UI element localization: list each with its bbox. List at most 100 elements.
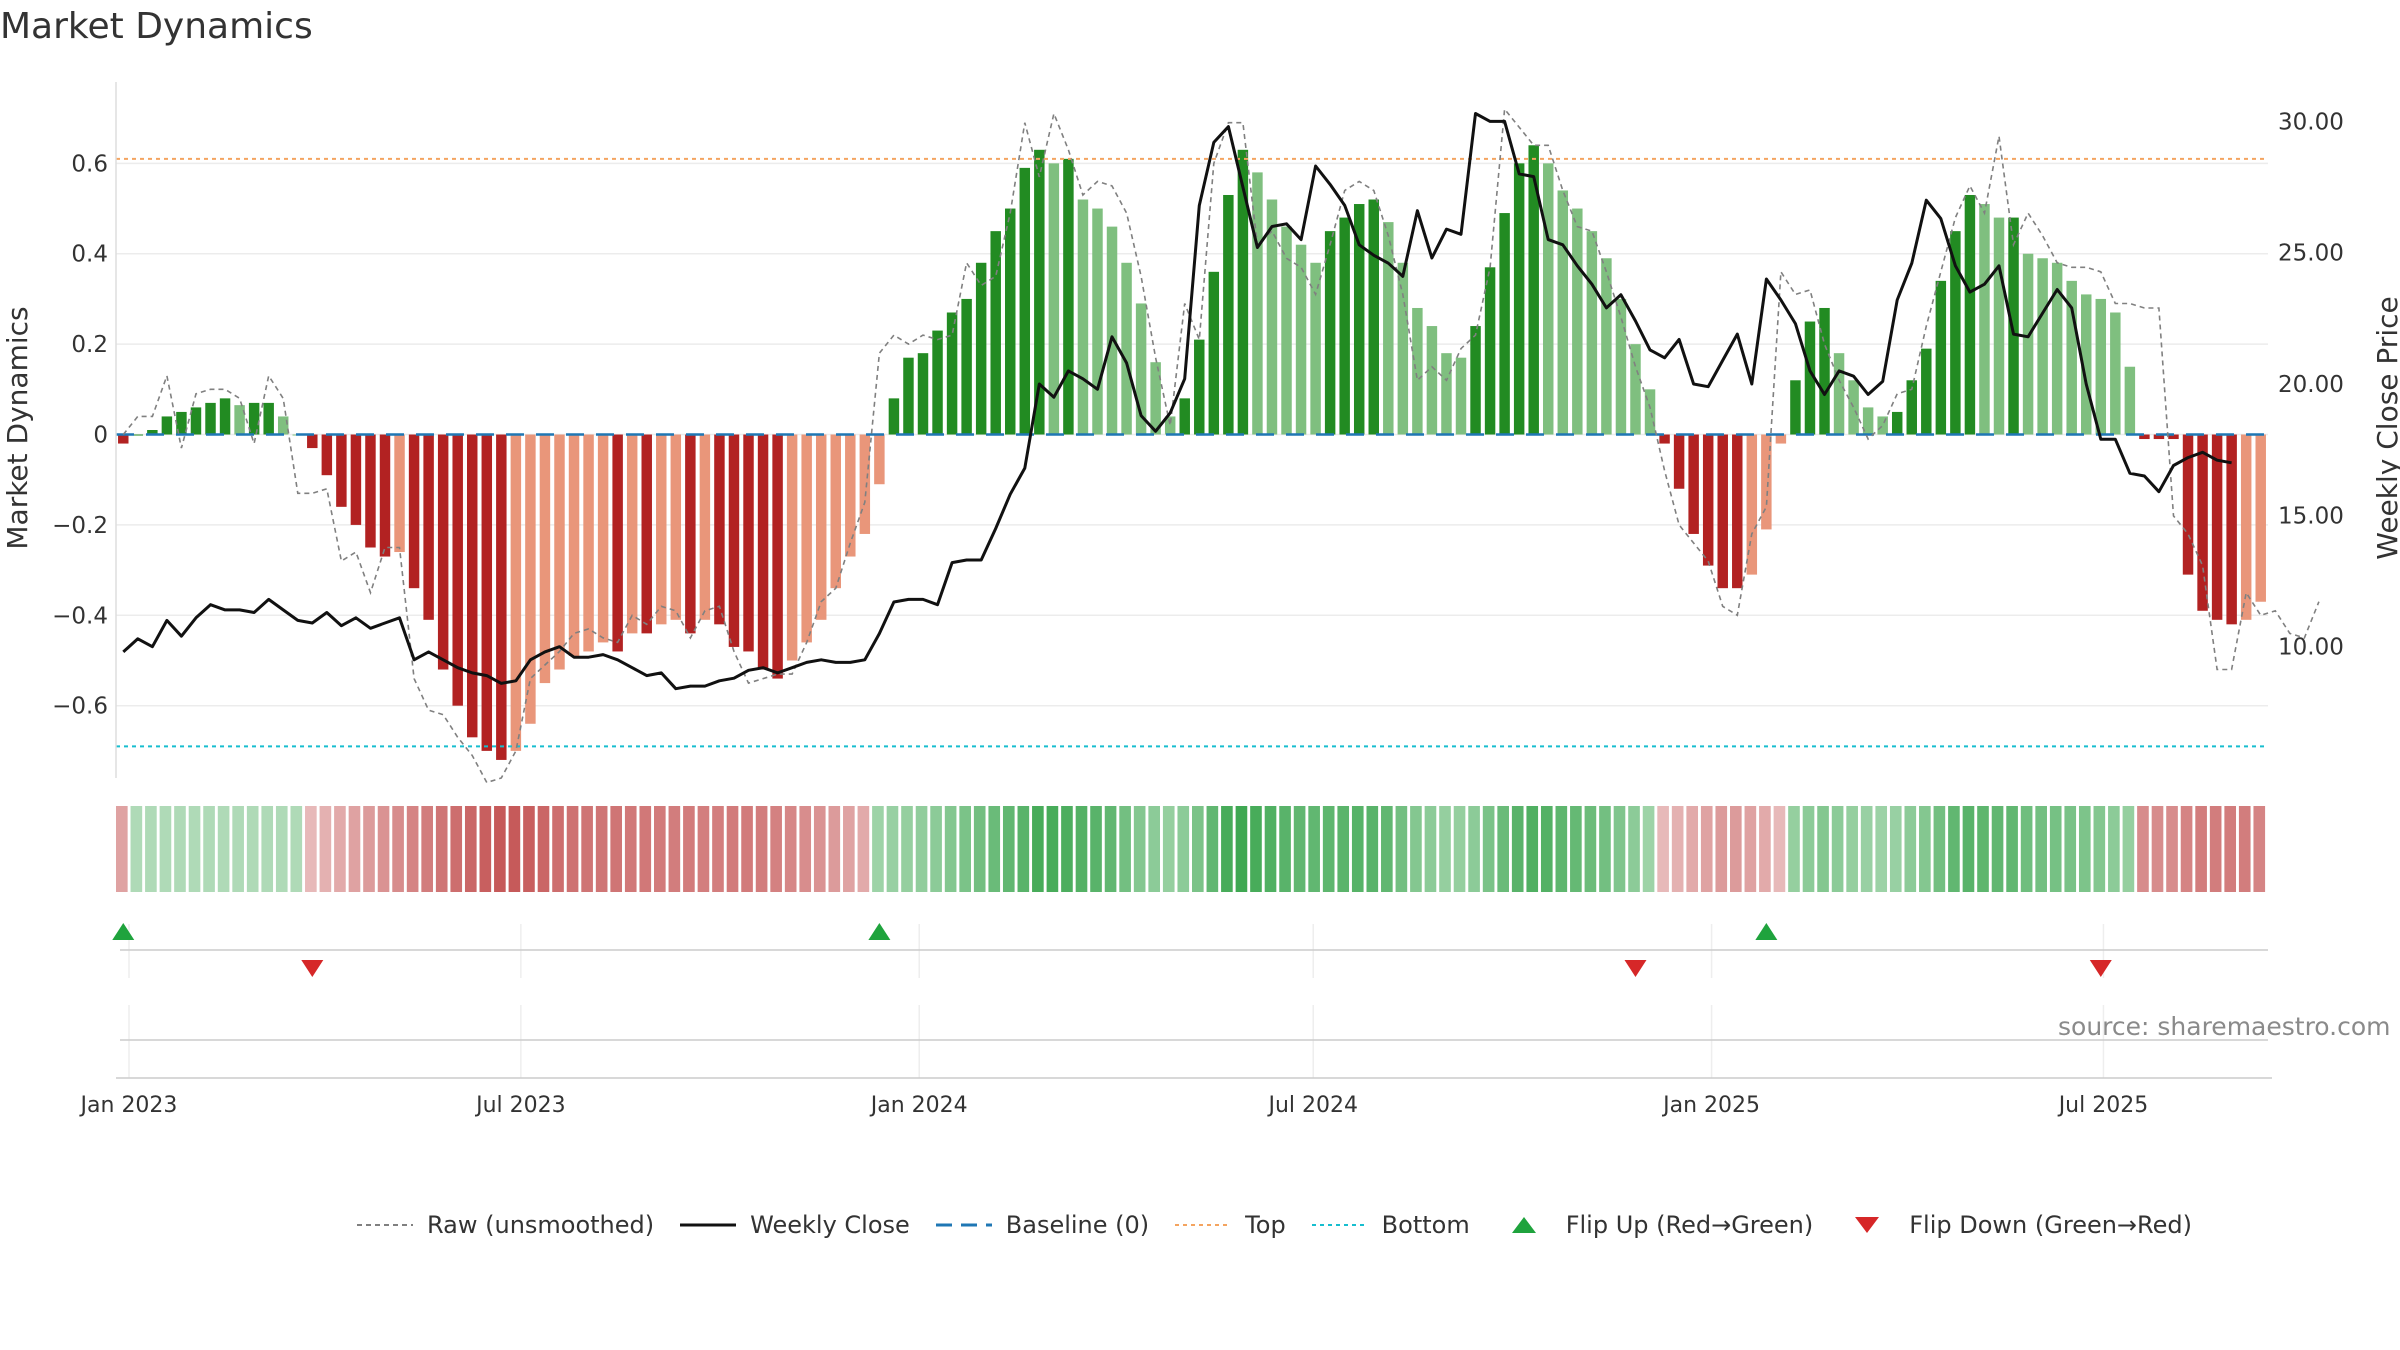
legend-item: Raw (unsmoothed) (355, 1211, 654, 1239)
bar (248, 402, 260, 435)
y-tick-label: 0.4 (71, 242, 108, 268)
bar (1252, 172, 1263, 435)
y-tick-label: 0 (93, 423, 108, 449)
heat-cell (1351, 806, 1364, 892)
bar (205, 402, 216, 435)
reference-lines (116, 157, 2268, 748)
heat-cell (246, 806, 259, 892)
heat-cell (1308, 806, 1320, 892)
bar (1048, 163, 1060, 435)
heat-cell (1453, 806, 1466, 892)
heat-cell (1337, 806, 1350, 892)
bar (1237, 149, 1249, 435)
bar (859, 434, 871, 534)
bar (365, 434, 376, 548)
bar (2051, 262, 2063, 435)
y-right-tick-label: 15.00 (2278, 503, 2344, 529)
heat-cell (813, 806, 826, 892)
bar (946, 312, 958, 435)
bar (176, 411, 187, 435)
heat-cell (2020, 806, 2033, 892)
bar (990, 231, 1001, 435)
bar (1295, 244, 1307, 435)
heat-cell (1671, 806, 1684, 892)
heat-cell (930, 806, 942, 892)
bar (1164, 416, 1176, 435)
heat-cell (2137, 806, 2149, 892)
heat-cell (275, 806, 288, 892)
red-triangle-down-icon (1855, 1217, 1880, 1233)
heat-cell (1773, 806, 1786, 892)
heat-cell (523, 806, 535, 892)
heat-cell (1540, 806, 1553, 892)
heat-cell (697, 806, 710, 892)
heat-cell (1875, 806, 1888, 892)
heat-cell (1497, 806, 1509, 892)
heat-cell (566, 806, 579, 892)
heat-cell (1889, 806, 1902, 892)
bar (874, 434, 885, 485)
bar (1383, 222, 1394, 435)
bar (903, 357, 914, 435)
bar (321, 434, 333, 476)
heat-cell (217, 806, 230, 892)
heat-cell (1104, 806, 1117, 892)
heat-cell (2108, 806, 2120, 892)
heat-cell (683, 806, 695, 892)
source-label: source: sharemaestro.com (2058, 1012, 2391, 1041)
bar (641, 434, 652, 634)
flip-down-marker (1624, 960, 1647, 977)
bar (597, 434, 609, 643)
bar (2095, 298, 2107, 435)
bar (277, 416, 289, 435)
heat-cell (770, 806, 782, 892)
bar (423, 434, 434, 620)
heat-cell (2238, 806, 2251, 892)
flip-down-marker (2089, 960, 2112, 977)
bar (1746, 434, 1758, 575)
bar (1702, 434, 1714, 566)
heat-cell (1482, 806, 1495, 892)
bar (626, 434, 638, 634)
x-tick-label: Jul 2024 (1266, 1093, 1358, 1118)
heat-cell (1279, 806, 1291, 892)
bar (161, 416, 173, 435)
x-tick-label: Jan 2023 (79, 1093, 178, 1118)
bar (1179, 398, 1190, 435)
bar (1353, 204, 1365, 435)
legend-label: Top (1245, 1211, 1286, 1239)
x-tick-label: Jul 2023 (474, 1093, 566, 1118)
heat-cell (1962, 806, 1975, 892)
bar (1644, 389, 1656, 435)
bar (670, 434, 682, 620)
heat-cell (1235, 806, 1248, 892)
legend-item: Top (1173, 1211, 1286, 1239)
heat-cell (1613, 806, 1626, 892)
dashed-blue-line-icon (935, 1223, 992, 1227)
heat-cell (1759, 806, 1771, 892)
heat-cell (1119, 806, 1131, 892)
heat-cell (159, 806, 172, 892)
heat-cell (1090, 806, 1102, 892)
heat-cell (1919, 806, 1931, 892)
flip-markers (112, 923, 2112, 977)
bar (2211, 434, 2223, 620)
legend-label: Bottom (1381, 1211, 1470, 1239)
heat-cell (2224, 806, 2237, 892)
bar (1106, 226, 1118, 435)
flip-panel (120, 924, 2268, 978)
y-tick-label: −0.4 (52, 603, 108, 629)
y-tick-label: −0.6 (52, 694, 108, 720)
bar (699, 434, 711, 620)
bar (2226, 434, 2237, 625)
heat-cell (2209, 806, 2222, 892)
bar (481, 434, 493, 751)
bar (583, 434, 594, 652)
bar (1732, 434, 1743, 589)
heat-cell (1744, 806, 1757, 892)
heat-cell (1599, 806, 1611, 892)
heat-cell (2078, 806, 2091, 892)
heat-cell (668, 806, 681, 892)
heat-cell (1424, 806, 1437, 892)
heat-cell (581, 806, 593, 892)
